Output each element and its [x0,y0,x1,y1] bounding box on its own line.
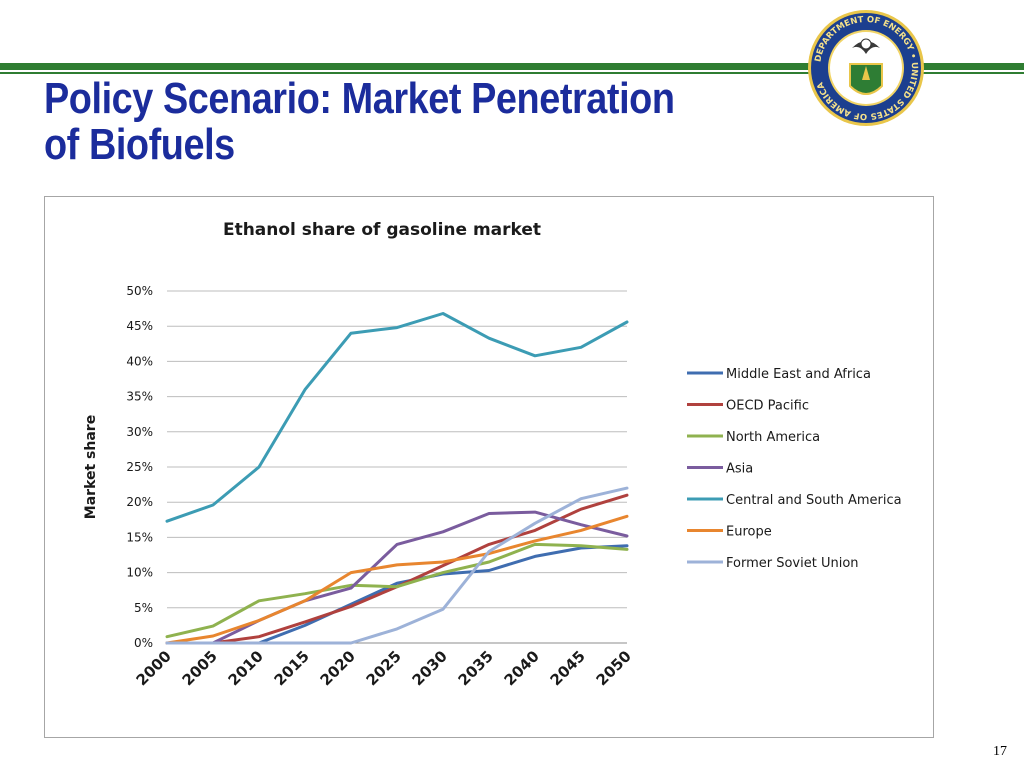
header-rule-thin [0,72,1024,74]
x-tick-label: 2045 [547,647,589,689]
x-tick-label: 2050 [593,647,635,689]
legend-label: North America [726,430,820,445]
header-rule [0,63,1024,70]
y-tick-label: 10% [126,566,153,580]
y-tick-label: 20% [126,495,153,509]
legend-label: Europe [726,525,772,540]
y-tick-label: 50% [126,284,153,298]
legend: Middle East and Africa OECD Pacific North … [687,367,902,571]
page-number: 17 [993,744,1007,759]
doe-seal-icon: DEPARTMENT OF ENERGY • UNITED STATES OF … [808,10,924,126]
x-tick-label: 2000 [133,647,175,689]
legend-label: Former Soviet Union [726,556,859,571]
x-tick-label: 2010 [225,647,267,689]
series-line [165,542,629,639]
y-tick-label: 35% [126,390,153,404]
y-tick-label: 0% [134,636,153,650]
x-tick-label: 2040 [501,647,543,689]
series-line [165,510,629,645]
y-tick-label: 30% [126,425,153,439]
y-tick-label: 45% [126,319,153,333]
series-line [165,486,629,645]
y-tick-label: 15% [126,530,153,544]
x-tick-label: 2025 [363,647,405,689]
x-tick-label: 2005 [179,647,221,689]
y-tick-label: 25% [126,460,153,474]
x-axis-ticks: 2000 2005 2010 2015 2020 2025 2030 2035 2040 2045… [133,647,635,689]
line-chart: Ethanol share of gasoline market Market … [83,220,902,689]
y-axis-label: Market share [83,415,99,519]
series-lines [165,312,629,645]
legend-label: Middle East and Africa [726,367,871,382]
legend-label: Central and South America [726,493,902,508]
legend-label: Asia [726,462,753,477]
x-tick-label: 2015 [271,647,313,689]
y-tick-label: 5% [134,601,153,615]
slide-title-line1: Policy Scenario: Market Penetration [44,74,675,123]
x-tick-label: 2035 [455,647,497,689]
x-tick-label: 2030 [409,647,451,689]
legend-label: OECD Pacific [726,399,809,414]
series-line [165,312,629,523]
slide-title: Policy Scenario: Market Penetration of B… [44,76,698,168]
series-line [165,514,629,645]
y-axis-ticks: 0% 5% 10% 15% 20% 25% 30% 35% 40% 45% 50% [126,284,153,650]
x-tick-label: 2020 [317,647,359,689]
y-tick-label: 40% [126,354,153,368]
slide-title-line2: of Biofuels [44,120,235,169]
chart-frame: Ethanol share of gasoline market Market … [44,196,934,738]
chart-title: Ethanol share of gasoline market [223,220,541,240]
gridlines [167,290,627,644]
